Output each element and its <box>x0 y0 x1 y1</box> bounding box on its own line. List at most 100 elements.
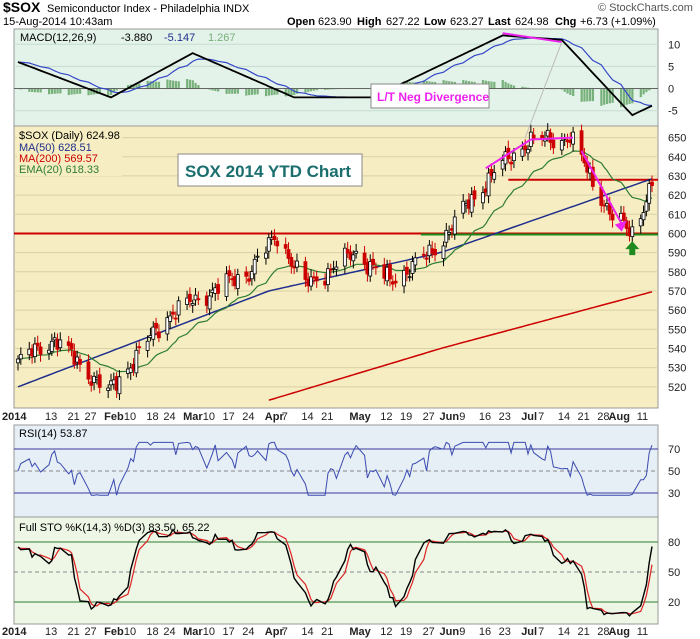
price-candle <box>151 321 156 347</box>
macd-hist-bar <box>236 88 239 94</box>
price-candle <box>481 186 485 210</box>
macd-hist-bar <box>603 88 606 105</box>
macd-hist-bar <box>126 85 130 89</box>
price-candle <box>404 261 409 282</box>
candle-body <box>314 276 319 282</box>
x-axis-label: 23 <box>499 411 511 423</box>
candle-body <box>165 317 170 335</box>
candle-body <box>441 245 446 259</box>
candle-body <box>388 264 392 280</box>
rsi-line <box>17 441 653 496</box>
macd-hist-bar <box>560 88 564 90</box>
macd-hist-bar <box>276 88 279 95</box>
sto-tick-label: 20 <box>668 597 680 609</box>
price-candle <box>638 214 643 234</box>
candle-body <box>227 270 232 277</box>
price-candle <box>345 241 350 259</box>
macd-hist-bar <box>78 88 82 94</box>
candle-body <box>351 254 356 262</box>
macd-hist-bar <box>329 88 332 90</box>
candle-body <box>362 252 367 265</box>
x-axis-label: Jul <box>521 626 537 638</box>
price-candle <box>154 317 158 336</box>
candle-body <box>264 252 268 259</box>
sto-tick-label: 80 <box>668 537 680 549</box>
price-candle <box>266 233 271 259</box>
candle-body <box>266 237 271 252</box>
x-axis-label: 24 <box>242 626 254 638</box>
macd-hist-bar <box>39 88 42 93</box>
x-axis-label: 27 <box>84 626 96 638</box>
price-candle <box>264 246 268 265</box>
price-candle <box>334 260 339 277</box>
callout-connector <box>524 41 563 138</box>
candle-body <box>433 249 437 256</box>
x-axis-label: Feb <box>104 411 124 423</box>
macd-hist-bar <box>50 88 54 94</box>
price-candle <box>326 262 330 292</box>
price-candle <box>407 269 412 282</box>
candle-body <box>216 284 220 294</box>
price-candle <box>196 291 201 305</box>
macd-hist-bar <box>295 88 299 94</box>
x-axis-label: Aug <box>609 626 630 638</box>
candle-body <box>283 244 288 249</box>
x-axis-label: 24 <box>163 626 175 638</box>
macd-hist-bar <box>166 79 169 89</box>
candle-body <box>58 339 63 349</box>
price-candle <box>49 333 54 356</box>
x-axis-label: May <box>349 626 371 638</box>
price-candle <box>252 254 257 282</box>
price-candle <box>58 332 63 352</box>
candle-body <box>424 257 429 260</box>
chg-value: +6.73 (+1.09%) <box>580 16 656 28</box>
candle-body <box>145 340 150 351</box>
price-candle <box>275 237 280 254</box>
macd-hist-bar <box>115 88 118 91</box>
macd-hist-bar <box>33 88 37 93</box>
macd-hist-bar <box>194 82 197 89</box>
candle-body <box>647 183 652 204</box>
macd-hist-bar <box>188 79 192 89</box>
macd-hist-bar <box>589 88 592 102</box>
macd-hist-bar <box>490 81 493 89</box>
x-axis-label: 21 <box>68 411 80 423</box>
macd-hist-bar <box>639 88 642 98</box>
macd-hist-bar <box>112 88 116 93</box>
price-candle <box>641 205 646 226</box>
candle-body <box>393 280 398 284</box>
price-candle <box>393 273 398 288</box>
candle-body <box>106 387 111 391</box>
candle-body <box>523 145 528 151</box>
price-candle <box>413 252 418 273</box>
price-candle <box>156 324 161 343</box>
price-candle <box>249 265 254 286</box>
macd-hist-bar <box>631 88 634 104</box>
price-candle <box>373 262 378 275</box>
candle-body <box>235 274 240 289</box>
price-tick-label: 590 <box>668 248 686 260</box>
macd-hist-bar <box>169 80 172 89</box>
candle-body <box>500 159 505 170</box>
price-candle <box>78 354 82 372</box>
price-tick-label: 570 <box>668 286 686 298</box>
macd-hist-bar <box>324 88 327 90</box>
chg-label: Chg <box>555 16 576 28</box>
x-axis-label: Mar <box>183 411 203 423</box>
candle-body <box>559 140 564 151</box>
price-candle <box>447 225 452 241</box>
x-axis-label: 27 <box>423 411 435 423</box>
macd-hist-bar <box>28 88 31 92</box>
open-label: Open <box>287 16 315 28</box>
last-value: 624.98 <box>515 16 549 28</box>
x-axis-label: 16 <box>479 626 491 638</box>
macd-hist-bar <box>70 88 73 95</box>
x-axis-label: Apr <box>265 626 285 638</box>
macd-hist-bar <box>569 88 572 95</box>
macd-hist-bar <box>284 88 287 97</box>
price-candle <box>117 370 122 401</box>
candle-body <box>486 172 491 197</box>
overlay-layer <box>485 32 640 256</box>
macd-hist-bar <box>53 88 56 94</box>
x-axis-label: 11 <box>637 626 648 638</box>
